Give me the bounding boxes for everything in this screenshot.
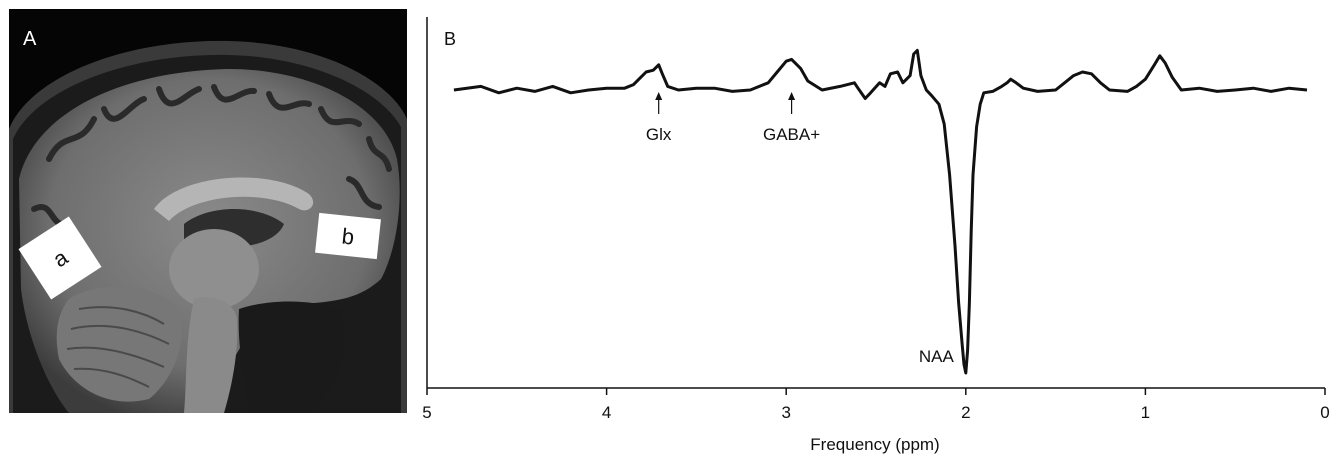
- annotation-label: GABA+: [763, 125, 820, 144]
- panel-a-label: A: [23, 28, 37, 50]
- x-tick-label: 2: [961, 403, 970, 422]
- cerebellum-folia: [66, 306, 170, 388]
- x-tick-label: 5: [422, 403, 431, 422]
- annotation-arrow-head: [788, 92, 796, 100]
- spectrum-svg: B 5 4 3 2 1 0 Glx GABA+ NAA Frequency (ppm): [422, 17, 1330, 454]
- peak-annotations: Glx GABA+ NAA: [646, 92, 955, 366]
- thalamus: [169, 229, 259, 309]
- mri-sagittal-image: a b A: [9, 9, 407, 413]
- x-tick-label: 0: [1320, 403, 1329, 422]
- brainstem: [184, 297, 238, 413]
- spectrum-series-line: [453, 48, 1308, 375]
- cerebellum: [56, 286, 183, 402]
- panel-b-label: B: [444, 29, 456, 49]
- annotation-label: NAA: [919, 347, 955, 366]
- roi-b-label: b: [341, 223, 356, 249]
- sinus-region: [238, 301, 345, 413]
- roi-b: b: [315, 212, 381, 260]
- mri-drawing: a b A: [9, 9, 407, 413]
- x-tick-label: 4: [602, 403, 611, 422]
- x-tick-label: 1: [1141, 403, 1150, 422]
- x-tick-label: 3: [781, 403, 790, 422]
- annotation-arrow-head: [655, 92, 663, 100]
- x-ticks: 5 4 3 2 1 0: [422, 388, 1330, 422]
- corpus-callosum: [154, 177, 314, 221]
- spectrum-chart: B 5 4 3 2 1 0 Glx GABA+ NAA Frequency (ppm): [420, 9, 1340, 458]
- annotation-label: Glx: [646, 125, 672, 144]
- x-axis-label: Frequency (ppm): [810, 435, 939, 454]
- roi-a: a: [18, 216, 102, 300]
